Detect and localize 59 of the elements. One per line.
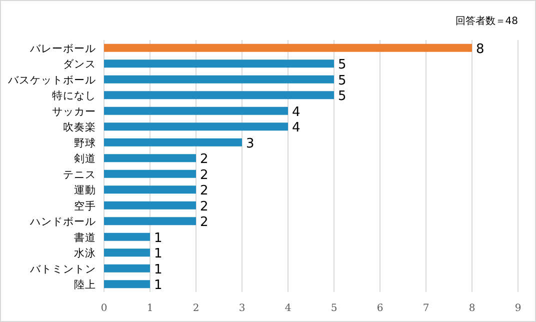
x-tick-label: 4 bbox=[284, 303, 292, 314]
y-tick-label: バスケットボール bbox=[7, 74, 96, 86]
x-tick-label: 6 bbox=[376, 303, 384, 314]
data-label: 5 bbox=[338, 73, 346, 88]
y-tick-label: テニス bbox=[63, 168, 96, 181]
bar bbox=[104, 186, 196, 194]
bar bbox=[104, 170, 196, 178]
y-tick-label: 空手 bbox=[74, 199, 96, 212]
bar bbox=[104, 60, 334, 68]
data-label: 1 bbox=[154, 262, 162, 278]
y-tick-label: 吹奏楽 bbox=[63, 122, 96, 134]
bar bbox=[104, 106, 288, 115]
x-tick-label: 2 bbox=[192, 303, 200, 314]
y-tick-label: サッカー bbox=[52, 106, 96, 118]
data-label: 5 bbox=[338, 58, 346, 73]
data-label: 3 bbox=[246, 136, 254, 152]
bar bbox=[104, 154, 196, 162]
x-tick-label: 1 bbox=[146, 303, 154, 314]
y-tick-label: 野球 bbox=[74, 136, 96, 150]
y-tick-label: ダンス bbox=[63, 58, 96, 71]
y-tick-label: バレーボール bbox=[29, 42, 96, 55]
data-label: 1 bbox=[154, 246, 162, 262]
y-tick-label: ハンドボール bbox=[29, 216, 96, 228]
y-tick-label: 特になし bbox=[52, 90, 96, 102]
bar bbox=[104, 44, 472, 52]
bar bbox=[104, 201, 196, 210]
bar bbox=[104, 248, 150, 257]
x-tick-label: 8 bbox=[468, 303, 476, 314]
data-label: 2 bbox=[200, 199, 208, 214]
x-tick-label: 9 bbox=[514, 303, 522, 314]
data-label: 5 bbox=[338, 89, 346, 104]
y-tick-label: 書道 bbox=[74, 230, 96, 244]
bar bbox=[104, 138, 242, 146]
data-label: 4 bbox=[292, 104, 300, 120]
y-tick-label: 水泳 bbox=[74, 246, 96, 260]
bar bbox=[104, 232, 150, 241]
bar bbox=[104, 91, 334, 100]
x-tick-label: 5 bbox=[330, 303, 338, 314]
data-label: 8 bbox=[476, 42, 484, 57]
bar bbox=[104, 264, 150, 272]
y-tick-label: 剣道 bbox=[74, 153, 96, 166]
text: 回答者数＝48 bbox=[455, 15, 518, 27]
x-tick-label: 3 bbox=[238, 303, 246, 314]
bar bbox=[104, 217, 196, 226]
x-tick-label: 7 bbox=[422, 303, 430, 314]
data-label: 2 bbox=[200, 184, 208, 199]
data-label: 1 bbox=[154, 230, 162, 246]
data-label: 4 bbox=[292, 120, 300, 136]
y-tick-label: 運動 bbox=[74, 184, 96, 197]
data-label: 1 bbox=[154, 278, 162, 294]
x-tick-label: 0 bbox=[100, 303, 108, 314]
data-label: 2 bbox=[200, 168, 208, 183]
y-tick-label: 陸上 bbox=[74, 278, 96, 292]
data-label: 2 bbox=[200, 152, 208, 168]
y-tick-label: バトミントン bbox=[29, 263, 96, 276]
bar bbox=[104, 122, 288, 131]
bar bbox=[104, 75, 334, 84]
bar bbox=[104, 280, 150, 288]
data-label: 2 bbox=[200, 215, 208, 230]
